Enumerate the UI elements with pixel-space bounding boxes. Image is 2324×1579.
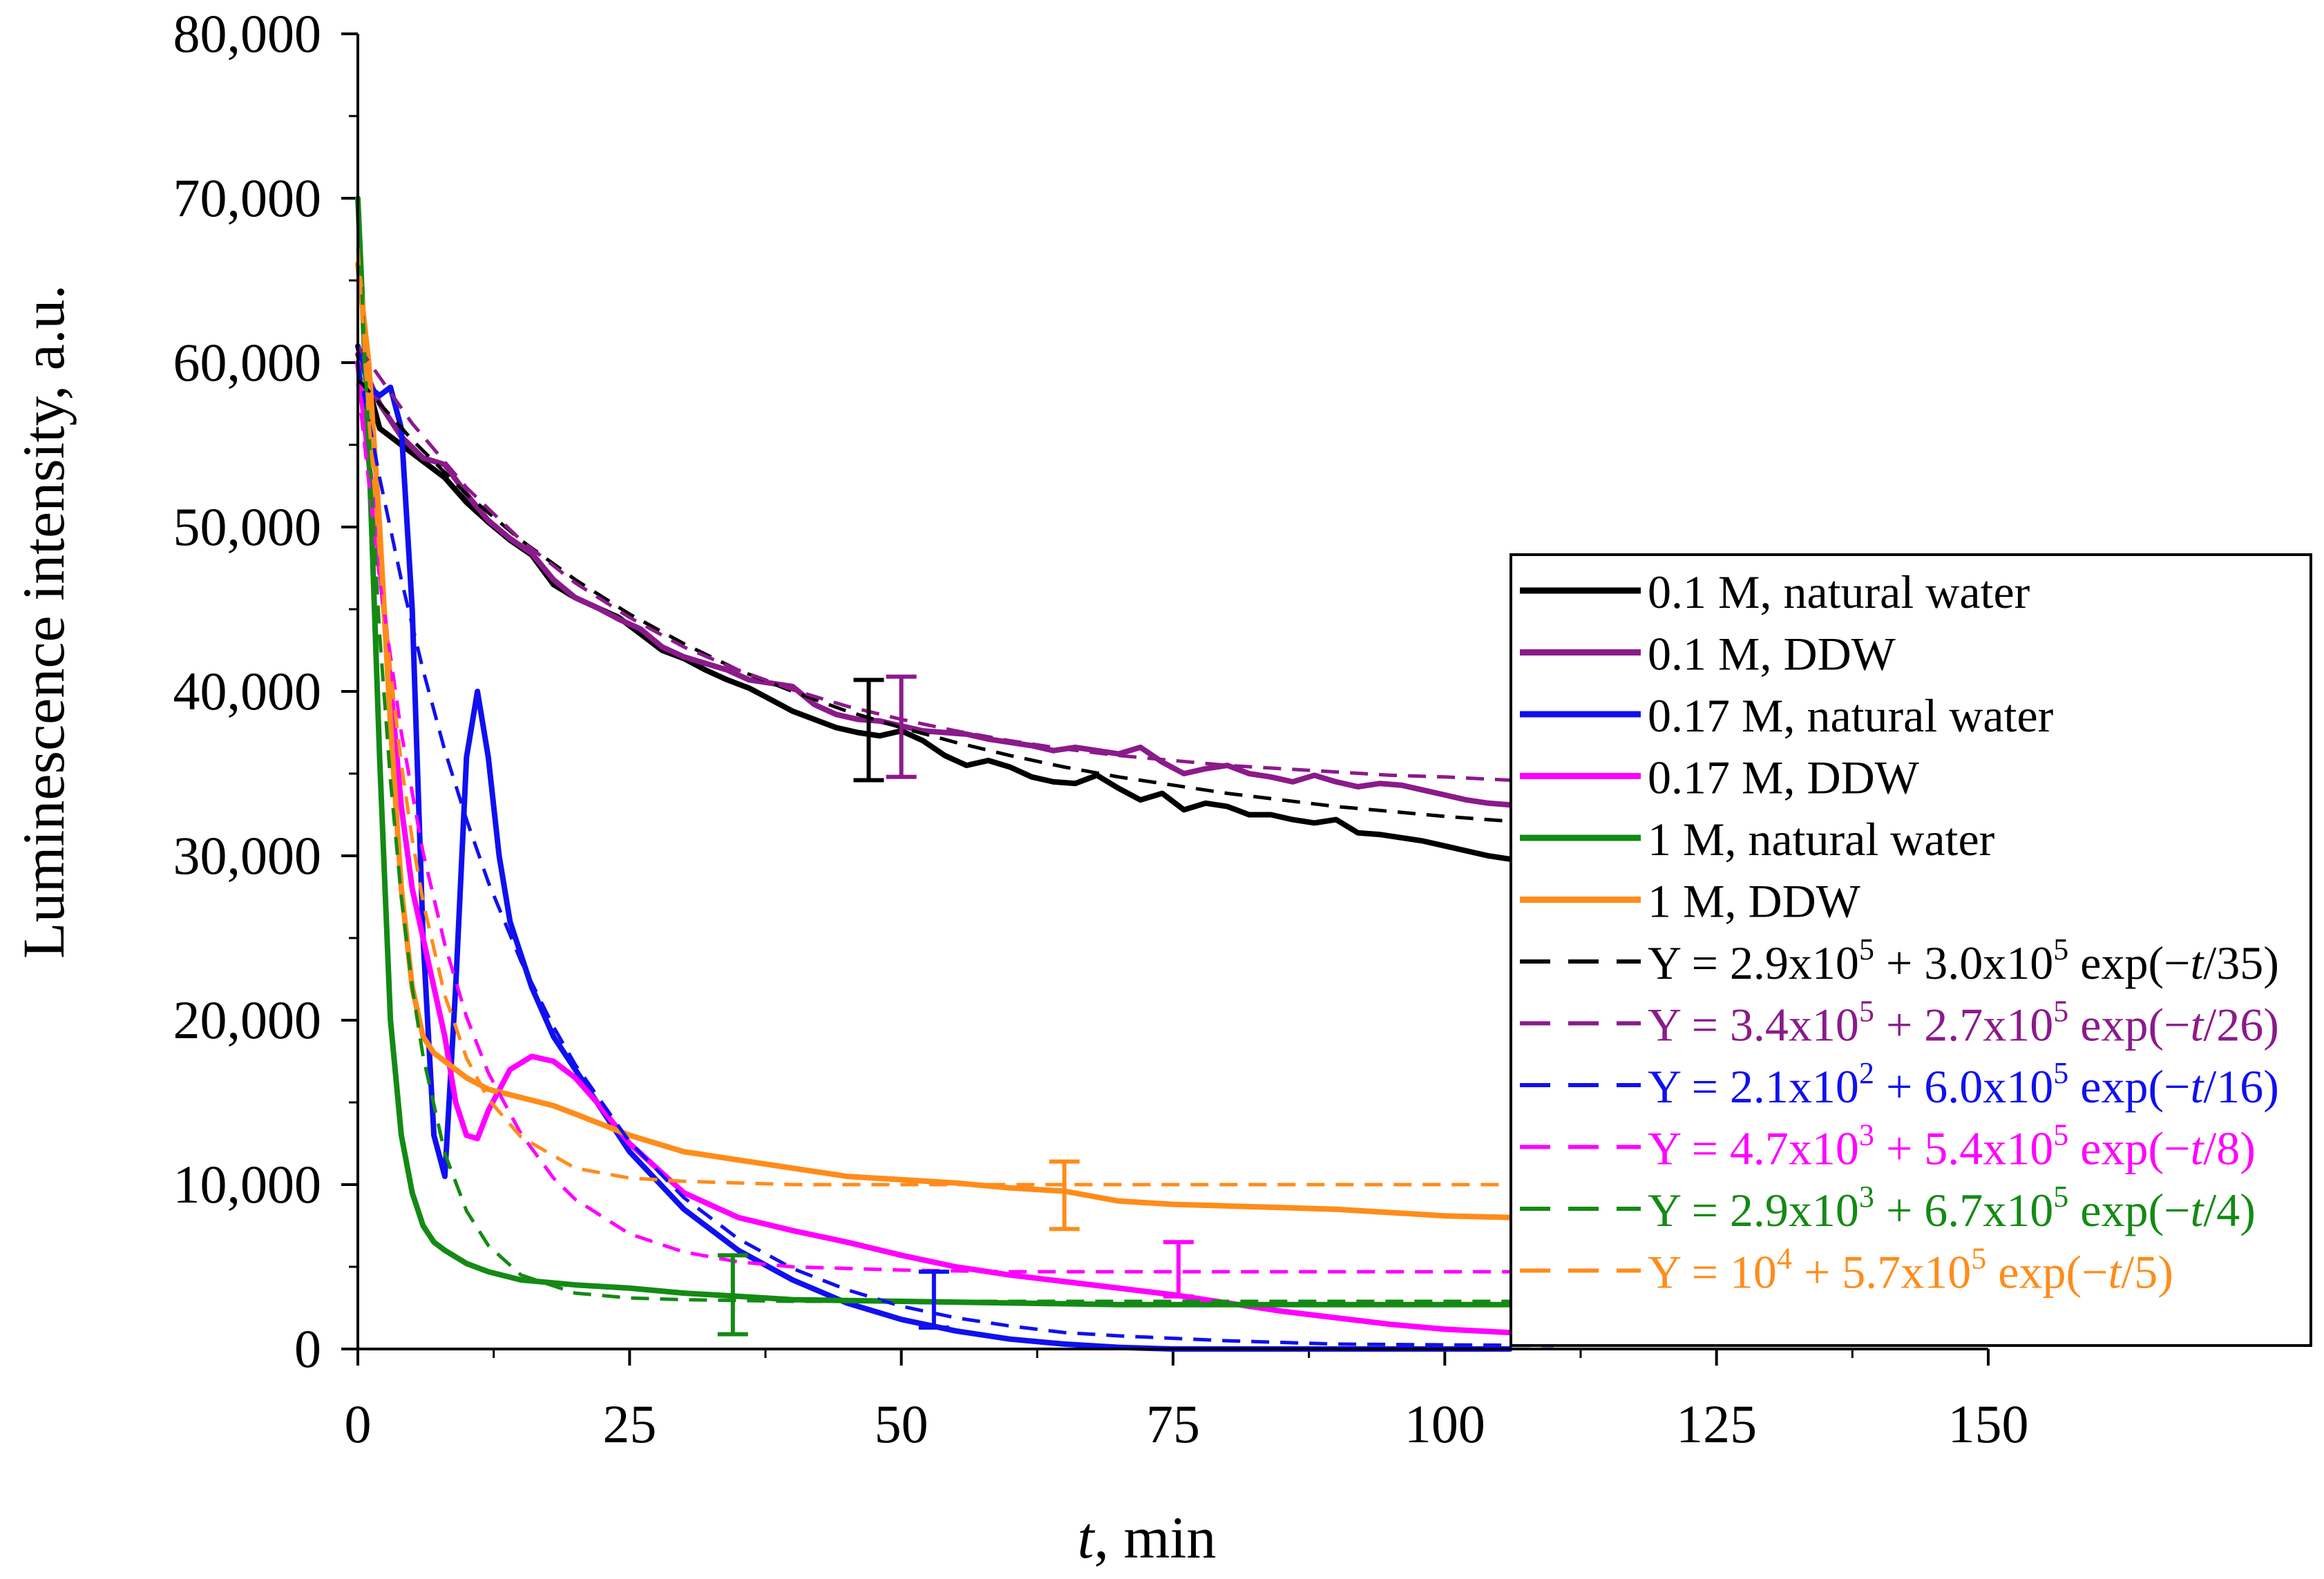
x-tick-label: 100 — [1404, 1394, 1485, 1454]
series-line-y-10-4-5-7x10-5-exp-t-5 — [356, 247, 1510, 1187]
x-tick-label: 25 — [602, 1394, 656, 1454]
series-line-y-3-4x10-5-2-7x10-5-exp-t-26 — [356, 345, 1510, 782]
y-tick-label: 40,000 — [173, 661, 322, 721]
x-axis-label-variable: t — [1078, 1504, 1096, 1571]
legend-entry-text: 1 M, natural water — [1648, 813, 1995, 865]
legend-entry-text: 0.1 M, DDW — [1648, 628, 1896, 680]
axis-labels: t, min Luminescence intensity, a.u. — [10, 285, 1216, 1571]
axis-ticks: 0 25 50 75 100 125 150 0 10,000 20,000 30,000 40,00… — [173, 3, 2029, 1454]
y-tick-label: 60,000 — [173, 332, 322, 392]
y-tick-label: 30,000 — [173, 825, 322, 886]
y-tick-label: 10,000 — [173, 1154, 322, 1214]
legend-entry-text: Y = 4.7x103 + 5.4x105 exp(−t/8) — [1648, 1118, 2256, 1175]
legend-entry-text: Y = 2.1x102 + 6.0x105 exp(−t/16) — [1648, 1056, 2279, 1113]
legend-entry-text: Y = 104 + 5.7x105 exp(−t/5) — [1648, 1242, 2173, 1299]
x-tick-label: 125 — [1676, 1394, 1757, 1454]
y-tick-label: 0 — [294, 1319, 321, 1379]
x-tick-label: 75 — [1146, 1394, 1200, 1454]
series-line-y-2-1x10-2-6-0x10-5-exp-t-16 — [356, 362, 1554, 1348]
y-tick-label: 70,000 — [173, 168, 322, 228]
legend-entry-text: Y = 3.4x105 + 2.7x105 exp(−t/26) — [1648, 995, 2279, 1051]
error-bar-0-17-m-ddw — [1163, 1240, 1194, 1299]
x-axis-label: t, min — [1078, 1504, 1217, 1571]
error-bar-0-1-m-ddw — [886, 674, 917, 779]
y-tick-label: 50,000 — [173, 497, 322, 557]
x-tick-label: 0 — [345, 1394, 372, 1454]
legend: 0.1 M, natural water 0.1 M, DDW 0.17 M, na… — [1509, 553, 2312, 1347]
legend-entry-text: Y = 2.9x103 + 6.7x105 exp(−t/4) — [1648, 1180, 2256, 1236]
legend-entry-text: 0.1 M, natural water — [1648, 566, 2030, 618]
y-tick-label: 80,000 — [173, 3, 322, 64]
series-line-y-2-9x10-5-3-0x10-5-exp-t-35 — [356, 378, 1510, 823]
series-line-0-17-m-ddw — [355, 360, 1513, 1336]
y-axis-label: Luminescence intensity, a.u. — [10, 285, 77, 959]
legend-entry-text: 0.17 M, DDW — [1648, 752, 1920, 804]
x-tick-label: 50 — [875, 1394, 928, 1454]
x-axis-label-unit: , min — [1094, 1504, 1217, 1571]
series-line-0-1-m-natural-water — [355, 343, 1513, 862]
plot-series — [355, 195, 1554, 1352]
legend-entry-text: 0.17 M, natural water — [1648, 689, 2054, 742]
legend-box — [1509, 553, 2312, 1347]
x-tick-label: 150 — [1948, 1394, 2029, 1454]
error-bar-0-17-m-natural-water — [918, 1270, 949, 1330]
series-line-0-1-m-ddw — [355, 352, 1513, 808]
legend-entry-text: 1 M, DDW — [1648, 875, 1861, 928]
error-bar-1-m-ddw — [1049, 1159, 1080, 1232]
series-line-0-17-m-natural-water — [355, 343, 1513, 1352]
error-bar-1-m-natural-water — [717, 1253, 748, 1337]
error-bar-0-1-m-natural-water — [853, 678, 884, 783]
series-line-y-2-9x10-3-6-7x10-5-exp-t-4 — [356, 200, 1510, 1303]
axes — [356, 34, 1988, 1350]
y-tick-label: 20,000 — [173, 990, 322, 1050]
legend-entry-text: Y = 2.9x105 + 3.0x105 exp(−t/35) — [1648, 932, 2279, 989]
error-bars — [717, 674, 1194, 1337]
